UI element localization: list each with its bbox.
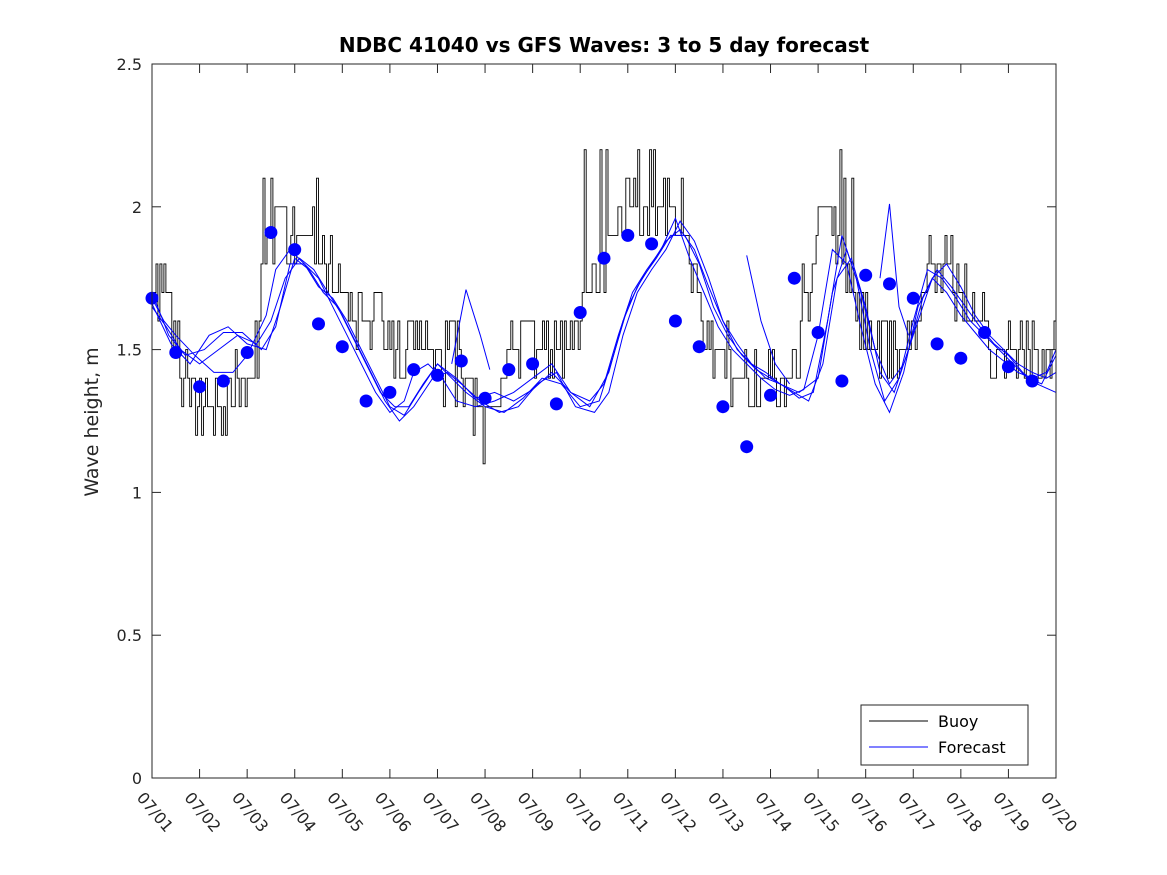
forecast-point	[740, 440, 754, 454]
forecast-point	[787, 271, 801, 285]
forecast-series-line-5	[451, 289, 491, 370]
y-tick-label: 0	[132, 769, 142, 788]
chart-title: NDBC 41040 vs GFS Waves: 3 to 5 day fore…	[339, 33, 870, 57]
forecast-point	[716, 400, 730, 414]
forecast-point	[502, 363, 516, 377]
forecast-point	[692, 340, 706, 354]
forecast-point	[549, 397, 563, 411]
forecast-point	[764, 388, 777, 402]
forecast-point	[216, 374, 230, 388]
forecast-point	[859, 268, 873, 282]
forecast-point	[335, 340, 349, 354]
y-tick-label: 2.5	[117, 55, 142, 74]
forecast-point	[169, 346, 183, 359]
forecast-point	[526, 357, 540, 371]
forecast-series-line-7	[879, 203, 909, 336]
forecast-point	[1001, 360, 1015, 374]
forecast-point	[621, 228, 635, 242]
forecast-point	[645, 237, 659, 251]
y-tick-label: 2	[132, 198, 142, 217]
plot-area	[152, 64, 1056, 778]
axes-box	[151, 63, 1057, 779]
forecast-point	[835, 374, 849, 388]
forecast-point	[478, 391, 492, 405]
forecast-point	[930, 337, 944, 351]
plot-background	[152, 64, 1056, 778]
forecast-point	[1025, 374, 1039, 388]
forecast-point	[954, 351, 968, 365]
forecast-point	[978, 326, 992, 339]
forecast-point	[668, 314, 682, 328]
forecast-point	[573, 306, 587, 319]
y-tick-label: 1	[132, 483, 142, 502]
y-tick-label: 0.5	[117, 626, 142, 645]
forecast-point	[383, 385, 397, 399]
forecast-point	[883, 277, 896, 291]
forecast-point	[288, 243, 302, 257]
forecast-point	[193, 380, 207, 394]
forecast-point	[597, 251, 611, 265]
y-tick-label: 1.5	[117, 341, 142, 360]
forecast-series-line-6	[746, 255, 791, 385]
legend-forecast-label: Forecast	[938, 738, 1006, 757]
forecast-point	[359, 394, 373, 408]
forecast-point	[811, 326, 825, 339]
legend-buoy-label: Buoy	[938, 712, 978, 731]
legend-box	[860, 704, 1029, 766]
forecast-point	[240, 346, 254, 359]
forecast-point	[264, 226, 278, 239]
forecast-point	[431, 368, 444, 382]
forecast-series-line-3	[151, 234, 1057, 416]
legend: Buoy Forecast	[860, 704, 1029, 766]
forecast-point	[454, 354, 468, 368]
forecast-series-layer	[151, 203, 1057, 422]
y-axis-title: Wave height, m	[81, 347, 103, 496]
forecast-point	[312, 317, 325, 331]
forecast-series-line-4	[151, 216, 1057, 414]
forecast-point	[906, 291, 920, 305]
forecast-point	[407, 363, 421, 377]
